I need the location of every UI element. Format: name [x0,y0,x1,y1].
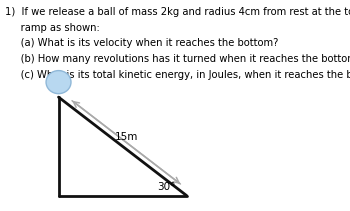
Text: 15m: 15m [115,132,138,142]
Text: 1)  If we release a ball of mass 2kg and radius 4cm from rest at the top of the: 1) If we release a ball of mass 2kg and … [5,7,350,17]
Text: ramp as shown:: ramp as shown: [5,23,100,33]
Circle shape [46,71,71,94]
Text: 30°: 30° [157,182,175,192]
Text: (b) How many revolutions has it turned when it reaches the bottom?: (b) How many revolutions has it turned w… [5,54,350,64]
Text: (a) What is its velocity when it reaches the bottom?: (a) What is its velocity when it reaches… [5,38,279,48]
Text: (c) What is its total kinetic energy, in Joules, when it reaches the bottom?: (c) What is its total kinetic energy, in… [5,70,350,80]
